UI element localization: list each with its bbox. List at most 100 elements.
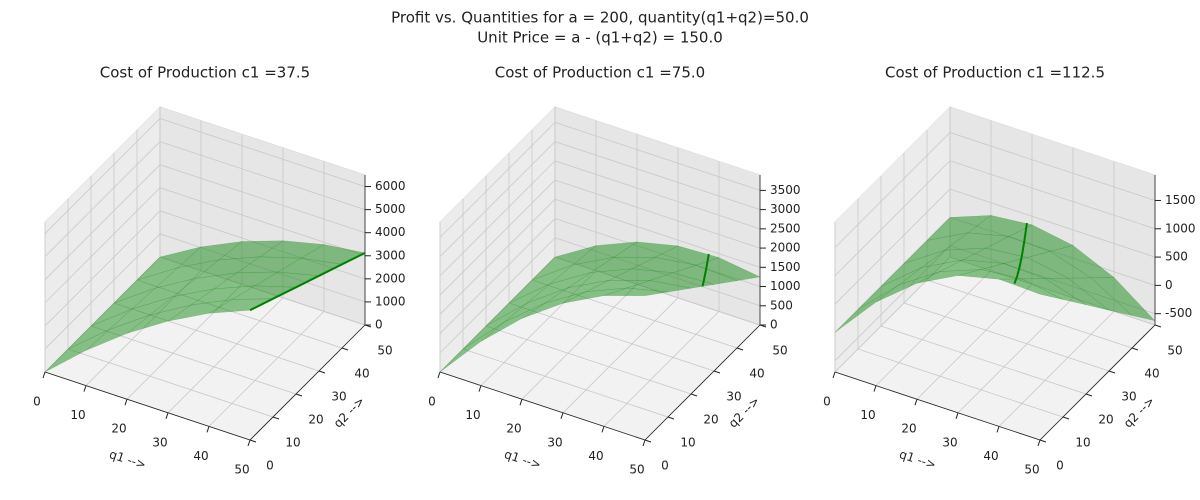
surface-patch (259, 240, 325, 259)
z-tick-label: -500 (1165, 306, 1192, 320)
y-tick (249, 439, 257, 443)
grid-line (85, 270, 202, 386)
y-axis (644, 324, 761, 441)
y-tick-label: 0 (661, 459, 669, 473)
y-tick-label: 10 (680, 436, 695, 450)
y-tick-label: 30 (1121, 390, 1136, 404)
surface-patch (108, 296, 174, 330)
x-tick (519, 399, 523, 406)
surface-patch (544, 280, 610, 304)
surface-patch (236, 256, 302, 274)
x-tick-label: 20 (111, 422, 126, 436)
grid-line (554, 218, 761, 287)
z-tick-label: 5000 (375, 202, 406, 216)
x-axis (834, 371, 1041, 441)
z-tick-label: 1500 (770, 260, 801, 274)
x-tick-label: 20 (901, 422, 916, 436)
surface-patch (985, 236, 1051, 258)
grid-line (508, 302, 715, 372)
grid-line (554, 198, 761, 268)
z-tick-label: 0 (375, 318, 383, 332)
grid-line (949, 216, 1156, 286)
x-tick (560, 412, 564, 419)
surface-patch (903, 232, 969, 264)
grid-line (439, 179, 556, 296)
x-tick-label: 10 (465, 408, 480, 422)
x-tick-label: 40 (588, 449, 603, 463)
grid-line (67, 348, 274, 418)
surface-patch (1090, 277, 1156, 322)
surface-patch (626, 280, 692, 293)
x-tick (873, 385, 877, 392)
y-tick-label: 10 (285, 436, 300, 450)
surface-patch (695, 257, 761, 281)
grid-line (44, 118, 161, 234)
subplot-title: Cost of Production c1 =37.5 (100, 64, 310, 82)
surface-patch (962, 247, 1028, 264)
surface-patch (136, 246, 202, 281)
y-tick (1085, 393, 1093, 397)
x-tick-label: 0 (33, 395, 41, 409)
grid-line (439, 199, 556, 315)
grid-line (562, 297, 679, 414)
surface-patch (957, 269, 1023, 280)
z-tick-label: 500 (770, 298, 793, 312)
grid-line (554, 256, 761, 326)
z-tick-label: 2500 (770, 221, 801, 235)
x-tick-label: 10 (860, 408, 875, 422)
surface-patch (44, 329, 110, 373)
surface-patch (177, 241, 243, 269)
surface-patch (172, 272, 238, 297)
grid-line (554, 160, 761, 230)
grid-line (926, 279, 1133, 349)
grid-line (159, 210, 366, 280)
grid-line (167, 297, 284, 414)
x-tick-label: 40 (193, 449, 208, 463)
grid-line (439, 141, 556, 257)
grid-line (439, 256, 556, 373)
grid-line (480, 270, 597, 386)
y-tick (1154, 324, 1162, 328)
grid-line (949, 245, 1156, 315)
grid-line (949, 256, 1156, 326)
z-tick-label: 0 (770, 318, 778, 332)
surface-patch (1021, 278, 1087, 306)
surface-patch (654, 245, 720, 266)
surface-patch (562, 287, 628, 304)
grid-line (439, 237, 556, 354)
y-tick-label: 0 (1056, 459, 1064, 473)
grid-line (462, 348, 669, 418)
surface-patch (567, 268, 633, 289)
surface-patch (1044, 277, 1110, 311)
surface-patch (649, 272, 715, 289)
surface-patch (926, 215, 992, 241)
y-tick (1108, 370, 1116, 374)
y-tick-label: 30 (726, 390, 741, 404)
x-tick-label: 0 (428, 395, 436, 409)
surface-patch (439, 321, 505, 373)
profit-line (1013, 222, 1028, 284)
grid-line (44, 233, 161, 350)
x-tick-label: 30 (152, 435, 167, 449)
subplot-title: Cost of Production c1 =112.5 (885, 64, 1105, 82)
grid-line (159, 187, 366, 257)
surface-patch (834, 284, 900, 333)
surface-patch (195, 256, 261, 279)
surface-patch (967, 215, 1033, 237)
surface-patch (213, 271, 279, 290)
y-tick (295, 393, 303, 397)
y-tick (1039, 439, 1047, 443)
y-tick (318, 370, 326, 374)
surface-patch (485, 283, 551, 327)
z-tick-label: 1000 (770, 279, 801, 293)
x-tick-label: 20 (506, 422, 521, 436)
surface-patch (608, 268, 674, 281)
x-tick-label: 50 (1024, 463, 1039, 477)
surface-patch (167, 299, 233, 322)
surface-patch (880, 249, 946, 287)
x-tick (914, 399, 918, 406)
grid-line (90, 325, 297, 395)
x-axis-label: q1 --> (108, 447, 148, 472)
figure-subtitle: Unit Price = a - (q1+q2) = 150.0 (477, 29, 723, 47)
